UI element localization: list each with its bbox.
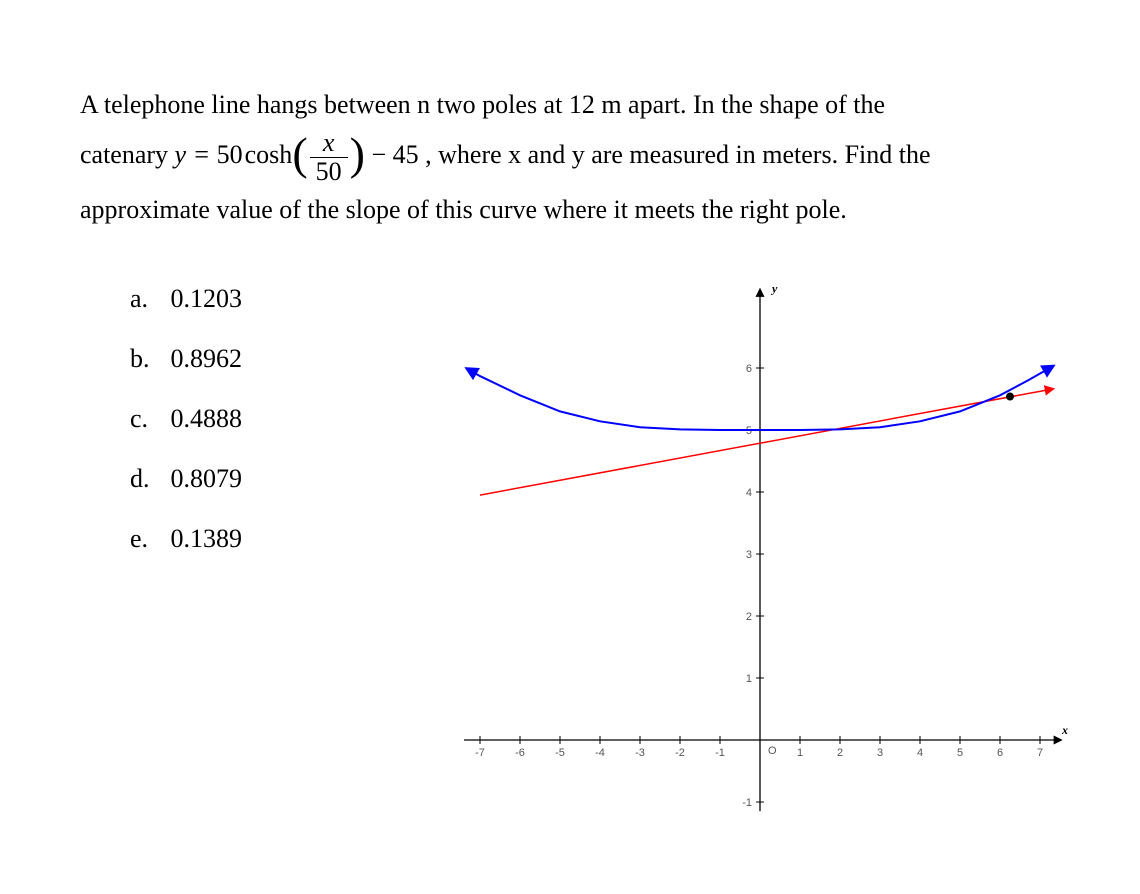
problem-statement: A telephone line hangs between n two pol… (80, 80, 1080, 234)
catenary-chart: -7 -6 -5 -4 -3 -2 -1 1 2 3 4 5 6 7 O -1 1 2 3 4 5 6 x y (430, 280, 1080, 840)
answer-letter: d. (130, 464, 164, 494)
eq-frac-num: x (310, 129, 348, 156)
svg-text:-2: -2 (675, 747, 685, 759)
answer-value: 0.1203 (171, 284, 243, 313)
paren-right: ) (350, 128, 365, 179)
svg-text:6: 6 (746, 363, 752, 375)
answer-value: 0.4888 (171, 404, 243, 433)
svg-text:3: 3 (746, 549, 752, 561)
chart-svg: -7 -6 -5 -4 -3 -2 -1 1 2 3 4 5 6 7 O -1 1 2 3 4 5 6 x y (430, 280, 1080, 840)
svg-text:1: 1 (746, 673, 752, 685)
svg-text:1: 1 (797, 747, 803, 759)
page: A telephone line hangs between n two pol… (0, 0, 1140, 894)
eq-fraction: x50 (310, 129, 348, 185)
svg-text:5: 5 (746, 425, 752, 437)
answer-letter: e. (130, 524, 164, 554)
eq-func: cosh (245, 140, 293, 169)
svg-text:-3: -3 (635, 747, 645, 759)
svg-text:4: 4 (917, 747, 923, 759)
line2-suffix: , where x and y are measured in meters. … (425, 140, 930, 169)
line2-prefix: catenary (80, 140, 175, 169)
paren-left: ( (292, 128, 307, 179)
svg-text:-4: -4 (595, 747, 605, 759)
svg-text:6: 6 (997, 747, 1003, 759)
svg-text:-5: -5 (555, 747, 565, 759)
svg-text:-7: -7 (475, 747, 485, 759)
answer-value: 0.8079 (171, 464, 243, 493)
svg-text:-1: -1 (715, 747, 725, 759)
eq-equal: = (186, 140, 217, 169)
svg-text:x: x (1061, 723, 1068, 737)
equation: y = 50cosh(x50) − 45 (175, 140, 426, 169)
svg-text:4: 4 (746, 487, 752, 499)
svg-text:y: y (770, 281, 778, 295)
answer-letter: c. (130, 404, 164, 434)
svg-text:7: 7 (1037, 747, 1043, 759)
answer-letter: b. (130, 344, 164, 374)
eq-lhs: y (175, 140, 187, 169)
answer-value: 0.8962 (171, 344, 243, 373)
svg-text:-6: -6 (515, 747, 525, 759)
eq-tail: − 45 (371, 140, 418, 169)
svg-text:2: 2 (746, 611, 752, 623)
svg-text:O: O (768, 745, 777, 757)
eq-frac-den: 50 (310, 157, 348, 185)
svg-text:5: 5 (957, 747, 963, 759)
answer-letter: a. (130, 284, 164, 314)
eq-coef: 50 (217, 140, 243, 169)
svg-text:2: 2 (837, 747, 843, 759)
problem-line-2: catenary y = 50cosh(x50) − 45 , where x … (80, 129, 1080, 185)
svg-text:3: 3 (877, 747, 883, 759)
svg-text:-1: -1 (742, 797, 752, 809)
problem-line-3: approximate value of the slope of this c… (80, 185, 1080, 234)
answer-value: 0.1389 (171, 524, 243, 553)
problem-line-1: A telephone line hangs between n two pol… (80, 80, 1080, 129)
